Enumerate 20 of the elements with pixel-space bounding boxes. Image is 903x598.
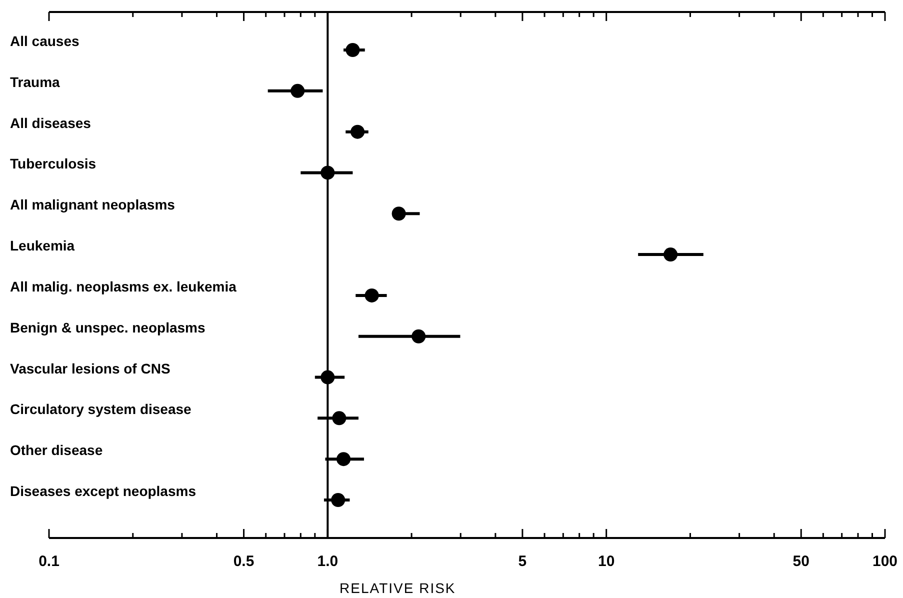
y-tick-label: All malig. neoplasms ex. leukemia [10, 278, 237, 294]
x-tick-label: 1.0 [317, 553, 338, 570]
x-tick-label: 0.1 [38, 553, 60, 570]
x-axis-title: RELATIVE RISK [340, 580, 456, 596]
y-tick-label: Vascular lesions of CNS [10, 360, 170, 376]
x-tick-label: 0.5 [233, 553, 254, 570]
x-tick-label: 5 [518, 553, 527, 570]
y-tick-label: Leukemia [10, 238, 75, 254]
x-tick-label: 10 [598, 553, 615, 570]
x-tick-label: 50 [792, 553, 810, 570]
y-tick-label: All malignant neoplasms [10, 196, 176, 213]
y-tick-label: Tuberculosis [10, 156, 96, 172]
y-tick-label: All causes [10, 33, 80, 49]
y-tick-label: All diseases [10, 114, 92, 131]
y-tick-label: Benign & unspec. neoplasms [10, 319, 206, 336]
y-tick-label: Diseases except neoplasms [10, 483, 196, 499]
y-tick-label: Circulatory system disease [10, 401, 192, 418]
y-tick-label: Other disease [10, 442, 103, 458]
x-tick-label: 100 [872, 553, 898, 570]
y-tick-label: Trauma [10, 74, 60, 90]
